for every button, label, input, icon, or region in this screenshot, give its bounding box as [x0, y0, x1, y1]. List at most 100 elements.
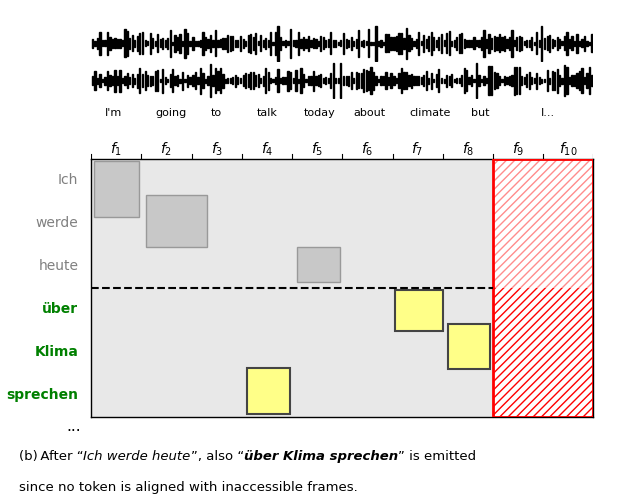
Bar	[541, 26, 543, 61]
Bar	[142, 74, 143, 87]
Bar	[371, 42, 372, 45]
Bar	[416, 76, 417, 85]
Bar	[461, 75, 462, 86]
Bar	[273, 42, 274, 45]
Bar	[290, 72, 291, 89]
Bar	[453, 40, 455, 47]
Bar	[521, 37, 522, 50]
Bar	[371, 67, 372, 94]
Text: $f_1$: $f_1$	[110, 140, 122, 158]
Bar	[180, 79, 181, 82]
Bar	[584, 36, 585, 51]
Bar	[293, 78, 294, 83]
Bar	[225, 38, 226, 49]
Bar	[114, 38, 116, 49]
Text: sprechen: sprechen	[6, 388, 78, 402]
Bar	[94, 161, 139, 217]
Bar	[308, 36, 309, 51]
Bar	[230, 36, 231, 51]
Bar	[343, 33, 344, 54]
Bar	[182, 71, 183, 90]
Bar	[401, 68, 402, 93]
Bar	[122, 40, 123, 47]
Bar	[147, 75, 148, 86]
Bar	[456, 78, 457, 83]
Bar	[363, 69, 364, 92]
Bar	[376, 76, 377, 85]
Bar	[134, 77, 136, 84]
Bar	[358, 30, 359, 57]
Bar	[257, 74, 259, 87]
Bar	[195, 41, 196, 46]
Bar	[338, 78, 339, 83]
Bar	[160, 79, 161, 82]
Bar	[232, 77, 234, 84]
Bar	[290, 29, 291, 58]
Bar	[222, 38, 224, 49]
Bar	[222, 73, 224, 88]
Bar	[353, 78, 354, 83]
Bar	[333, 40, 334, 47]
Bar	[170, 30, 171, 57]
Bar	[129, 38, 131, 49]
Bar	[561, 42, 563, 45]
Bar	[514, 66, 515, 95]
Bar	[431, 32, 432, 55]
Bar	[526, 40, 528, 47]
Bar	[391, 37, 392, 50]
Bar	[484, 76, 485, 85]
Text: $f_{10}$: $f_{10}$	[559, 140, 578, 158]
Bar	[245, 73, 246, 88]
Bar	[297, 247, 340, 282]
Bar	[252, 72, 254, 89]
Bar	[160, 40, 161, 47]
Bar	[378, 41, 379, 46]
Bar	[137, 36, 138, 51]
Bar	[461, 33, 462, 54]
Bar	[476, 63, 477, 98]
Bar	[318, 75, 319, 86]
Bar	[303, 37, 304, 50]
Bar	[119, 69, 121, 92]
Bar	[185, 79, 186, 82]
Bar	[112, 76, 113, 85]
Bar	[260, 35, 261, 52]
Bar	[242, 75, 244, 86]
Bar	[310, 76, 311, 85]
Bar	[443, 78, 445, 83]
Bar	[308, 76, 309, 85]
Bar	[177, 37, 178, 50]
Bar	[479, 75, 480, 86]
Bar	[471, 75, 472, 86]
Bar	[549, 77, 550, 84]
Bar	[97, 77, 98, 84]
Bar	[119, 39, 121, 48]
Bar	[468, 77, 470, 84]
Bar	[396, 36, 397, 51]
Bar	[466, 70, 467, 91]
Bar	[544, 38, 545, 49]
Bar	[142, 32, 143, 55]
Bar	[436, 74, 437, 87]
Bar	[466, 40, 467, 47]
Text: ” is emitted: ” is emitted	[398, 450, 476, 463]
Bar	[114, 69, 116, 92]
Text: today: today	[304, 108, 335, 118]
Bar	[474, 38, 475, 49]
Bar	[564, 36, 565, 51]
Bar	[358, 73, 359, 88]
Bar	[534, 42, 535, 45]
Bar	[283, 41, 284, 46]
Bar	[534, 78, 535, 83]
Bar	[569, 77, 570, 84]
Bar	[149, 33, 151, 54]
Bar	[458, 34, 460, 53]
Bar	[257, 42, 259, 45]
Bar	[230, 78, 231, 83]
Bar	[541, 79, 543, 82]
Bar	[493, 159, 593, 417]
Bar	[546, 36, 548, 51]
Text: $f_2$: $f_2$	[160, 140, 173, 158]
Bar	[388, 35, 389, 52]
Bar	[526, 74, 528, 87]
